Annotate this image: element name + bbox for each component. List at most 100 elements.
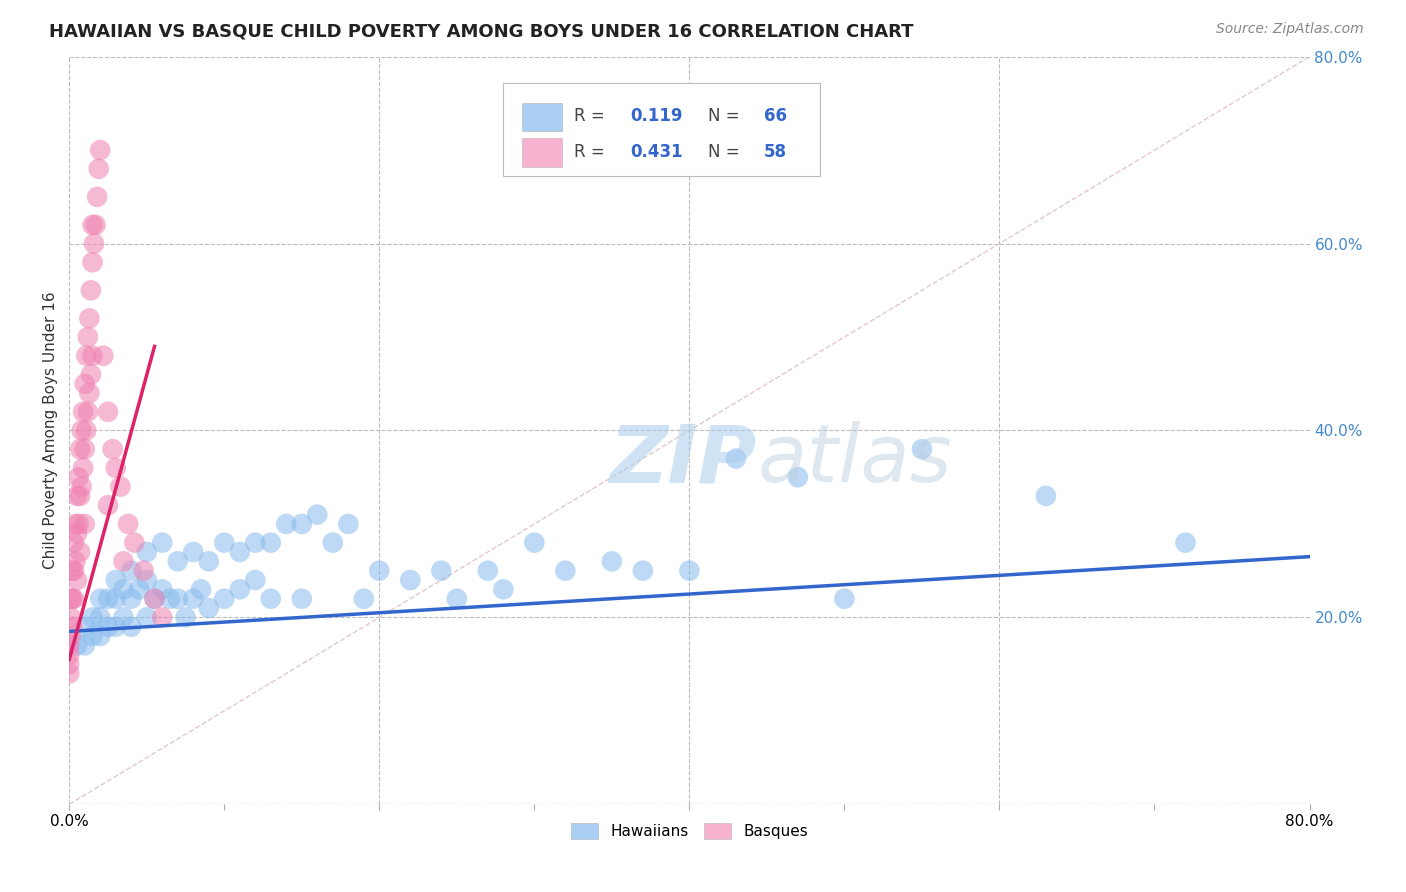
Point xyxy=(245,573,267,587)
Point xyxy=(101,442,124,457)
Point xyxy=(322,535,344,549)
Point xyxy=(229,545,252,559)
Point xyxy=(76,330,98,344)
Point xyxy=(69,489,91,503)
Point xyxy=(631,564,654,578)
Point xyxy=(120,620,142,634)
Point xyxy=(174,610,197,624)
Text: 0.119: 0.119 xyxy=(630,108,682,126)
Point xyxy=(159,591,181,606)
Point xyxy=(399,573,422,587)
Point xyxy=(291,516,314,531)
Point xyxy=(67,470,90,484)
Point xyxy=(117,516,139,531)
Point xyxy=(59,610,82,624)
Point xyxy=(87,161,110,176)
Point xyxy=(83,236,105,251)
Point xyxy=(368,564,391,578)
Point xyxy=(80,283,103,297)
Point xyxy=(65,554,87,568)
Point xyxy=(181,545,204,559)
Point xyxy=(523,535,546,549)
Point xyxy=(150,582,173,597)
Bar xyxy=(522,138,561,167)
Point xyxy=(132,564,155,578)
Bar xyxy=(522,103,561,131)
Point xyxy=(63,564,86,578)
Point xyxy=(229,582,252,597)
Point xyxy=(291,591,314,606)
Point xyxy=(67,516,90,531)
Text: 58: 58 xyxy=(763,143,787,161)
Point xyxy=(58,639,80,653)
Point xyxy=(181,591,204,606)
Point xyxy=(307,508,329,522)
Point xyxy=(135,573,157,587)
Point xyxy=(97,405,120,419)
Point xyxy=(82,349,104,363)
Point xyxy=(82,218,104,232)
Text: R =: R = xyxy=(574,108,605,126)
Point xyxy=(197,601,219,615)
Point xyxy=(110,479,132,493)
Point xyxy=(86,190,108,204)
Point xyxy=(150,610,173,624)
Point xyxy=(214,535,236,549)
Point xyxy=(911,442,934,457)
Point xyxy=(724,451,747,466)
Point xyxy=(430,564,453,578)
Point xyxy=(214,591,236,606)
Point xyxy=(89,591,111,606)
Point xyxy=(150,535,173,549)
Text: N =: N = xyxy=(709,108,740,126)
Point xyxy=(104,591,127,606)
Point xyxy=(135,610,157,624)
Point xyxy=(63,535,86,549)
Point xyxy=(492,582,515,597)
Text: atlas: atlas xyxy=(758,421,952,500)
Point xyxy=(104,573,127,587)
Point xyxy=(112,554,135,568)
Point xyxy=(120,564,142,578)
Point xyxy=(82,610,104,624)
Point xyxy=(600,554,623,568)
Legend: Hawaiians, Basques: Hawaiians, Basques xyxy=(564,817,814,846)
Text: 66: 66 xyxy=(763,108,787,126)
Point xyxy=(190,582,212,597)
Point xyxy=(69,545,91,559)
Point xyxy=(1174,535,1197,549)
Point xyxy=(834,591,856,606)
Point xyxy=(97,591,120,606)
Point xyxy=(260,591,283,606)
Point xyxy=(135,545,157,559)
Point xyxy=(79,386,101,401)
Point xyxy=(128,582,150,597)
Point xyxy=(104,620,127,634)
Point xyxy=(82,255,104,269)
Point xyxy=(60,564,83,578)
Point xyxy=(97,620,120,634)
Point xyxy=(112,610,135,624)
Point xyxy=(75,349,97,363)
Point xyxy=(79,311,101,326)
Point xyxy=(73,620,96,634)
Text: 0.431: 0.431 xyxy=(630,143,682,161)
Point xyxy=(1035,489,1057,503)
Point xyxy=(66,489,89,503)
Point xyxy=(104,461,127,475)
Point xyxy=(66,639,89,653)
Text: N =: N = xyxy=(709,143,740,161)
Point xyxy=(73,442,96,457)
Point xyxy=(72,461,94,475)
Point xyxy=(66,573,89,587)
Point xyxy=(97,498,120,512)
Text: Source: ZipAtlas.com: Source: ZipAtlas.com xyxy=(1216,22,1364,37)
Point xyxy=(124,535,146,549)
Point xyxy=(446,591,468,606)
Point xyxy=(89,629,111,643)
Point xyxy=(337,516,360,531)
Point xyxy=(70,479,93,493)
Point xyxy=(72,405,94,419)
Point xyxy=(786,470,808,484)
Point xyxy=(66,526,89,541)
